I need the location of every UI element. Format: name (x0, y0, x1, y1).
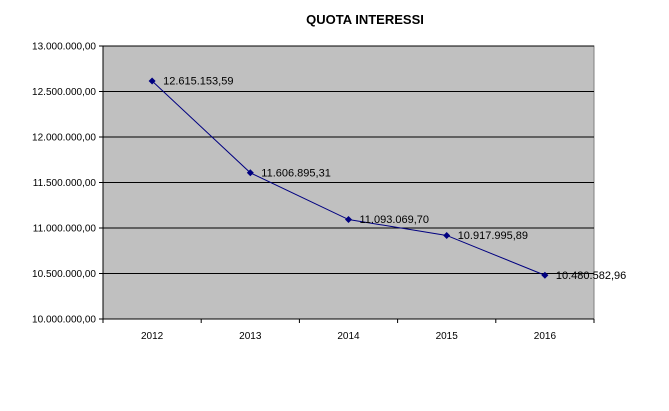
data-label: 12.615.153,59 (163, 76, 233, 88)
y-tick-label: 10.000.000,00 (32, 315, 96, 326)
y-tick-label: 12.000.000,00 (32, 133, 96, 144)
y-tick-label: 11.000.000,00 (33, 224, 97, 235)
x-tick-label: 2014 (337, 331, 360, 342)
data-labels: 12.615.153,59 11.606.895,31 11.093.069,70 1… (163, 76, 626, 282)
x-tick-label: 2012 (141, 331, 164, 342)
data-label: 11.606.895,31 (261, 167, 331, 179)
data-point-marker (541, 271, 549, 279)
series-interest-line (148, 77, 549, 279)
x-tick-labels: 2012 2013 2014 2015 2016 (141, 331, 556, 342)
axes (99, 45, 595, 323)
data-point-marker (443, 231, 451, 239)
x-tick-label: 2015 (436, 331, 459, 342)
x-tick-label: 2016 (534, 331, 557, 342)
x-tick-label: 2013 (239, 331, 262, 342)
data-point-marker (345, 216, 352, 224)
data-point-marker (148, 77, 156, 85)
y-tick-label: 10.500.000,00 (32, 269, 96, 280)
y-tick-label: 11.500.000,00 (33, 178, 97, 189)
grid-lines (103, 45, 594, 274)
data-label: 10.917.995,89 (458, 230, 528, 242)
data-label: 11.093.069,70 (360, 214, 430, 226)
y-tick-label: 13.000.000,00 (32, 42, 96, 53)
y-tick-label: 12.500.000,00 (32, 87, 96, 98)
chart-title: QUOTA INTERESSI (306, 12, 424, 27)
data-label: 10.480.582,96 (556, 270, 626, 282)
y-tick-labels: 10.000.000,00 10.500.000,00 11.000.000,00 1… (32, 42, 96, 326)
data-point-marker (246, 169, 254, 177)
